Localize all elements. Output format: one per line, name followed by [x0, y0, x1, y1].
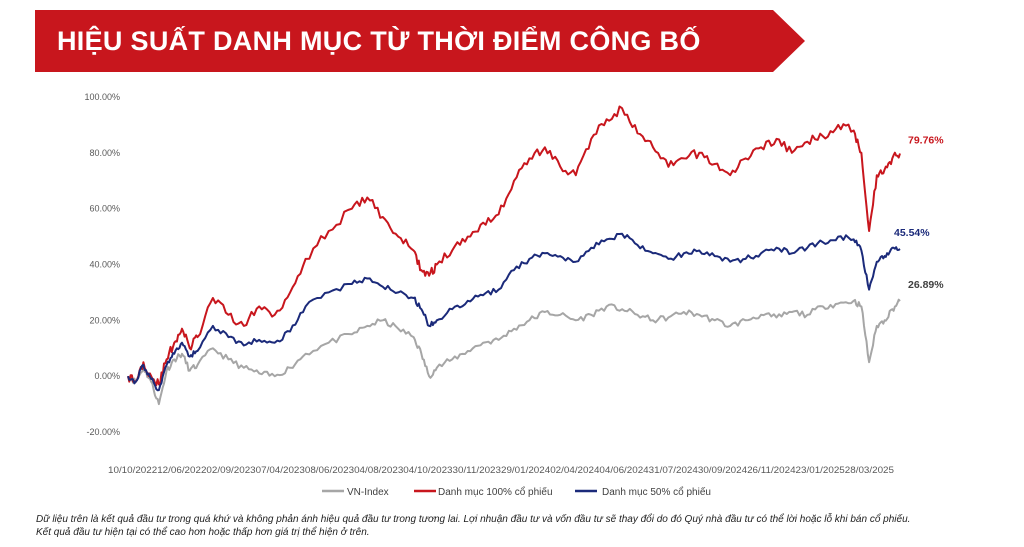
footnote-line-1: Dữ liệu trên là kết quả đầu tư trong quá…: [36, 514, 911, 525]
series-end-label: 79.76%: [908, 135, 944, 147]
title-banner: HIỆU SUẤT DANH MỤC TỪ THỜI ĐIỂM CÔNG BỐ: [35, 10, 805, 72]
y-tick-label: 60.00%: [89, 204, 120, 214]
y-tick-label: 20.00%: [89, 315, 120, 325]
y-tick-label: 0.00%: [94, 371, 120, 381]
series-end-label: 45.54%: [894, 227, 930, 239]
series-end-label: 26.89%: [908, 279, 944, 291]
y-tick-label: 80.00%: [89, 148, 120, 158]
y-tick-label: -20.00%: [86, 427, 120, 437]
legend-label: VN-Index: [347, 487, 389, 498]
disclaimer-footnote: Dữ liệu trên là kết quả đầu tư trong quá…: [36, 513, 996, 539]
footnote-line-2: Kết quả đầu tư hiện tại có thể cao hơn h…: [36, 527, 370, 538]
series-line-portfolio-100: [127, 105, 901, 387]
page-title: HIỆU SUẤT DANH MỤC TỪ THỜI ĐIỂM CÔNG BỐ: [57, 26, 701, 56]
series-line-portfolio-50: [127, 232, 901, 392]
y-tick-label: 100.00%: [84, 92, 120, 102]
y-tick-label: 40.00%: [89, 260, 120, 270]
performance-chart: 100.00% 80.00% 60.00% 40.00% 20.00% 0.00% -20.…: [84, 92, 944, 498]
legend-label: Danh mục 50% cổ phiếu: [602, 486, 711, 498]
series-line-vnindex: [127, 298, 901, 406]
title-banner-shape: [35, 10, 805, 72]
legend-label: Danh mục 100% cổ phiếu: [438, 486, 553, 498]
x-axis-labels: 10/10/202212/06/202202/09/202307/04/2023…: [108, 465, 894, 475]
